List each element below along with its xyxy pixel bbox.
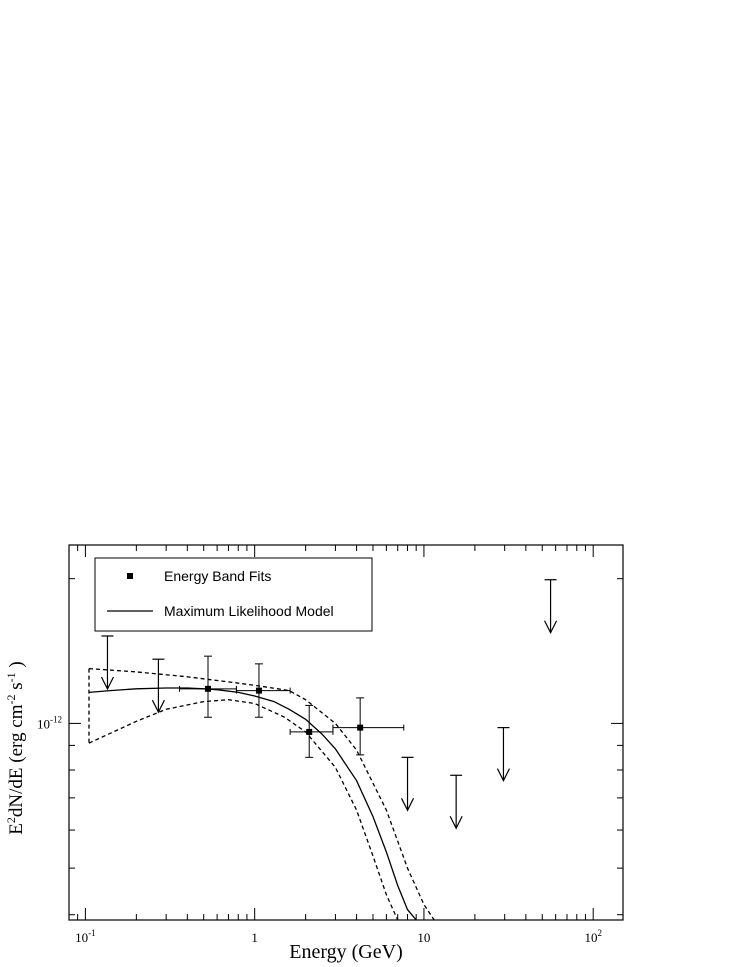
- y-axis-label: E2dN/dE (erg cm-2 s-1 ): [4, 661, 27, 834]
- x-tick-label: 102: [584, 928, 602, 945]
- upper-limit-arrow: [496, 727, 510, 782]
- legend: Energy Band Fits Maximum Likelihood Mode…: [94, 557, 373, 632]
- plot-frame: [68, 544, 624, 921]
- y-tick-label: 10-12: [37, 714, 62, 731]
- legend-label-band-fits: Energy Band Fits: [164, 568, 271, 584]
- x-tick-label: 10: [417, 930, 430, 945]
- upper-band-curve: [88, 667, 435, 921]
- upper-limit-arrowhead: [151, 699, 165, 714]
- x-tick-label: 1: [251, 930, 258, 945]
- upper-limit-arrow: [544, 579, 558, 635]
- upper-limit-arrow: [449, 774, 463, 830]
- upper-limit-arrowhead: [449, 816, 463, 830]
- maximum-likelihood-model-curve: [88, 687, 417, 921]
- band-fit-point: [235, 663, 291, 718]
- model-curves: [88, 667, 435, 921]
- upper-limit-arrowhead: [544, 620, 558, 635]
- band-fit-marker: [357, 724, 364, 731]
- upper-limit-arrow: [400, 756, 415, 812]
- legend-box: [94, 557, 373, 632]
- upper-limit-arrowhead: [400, 798, 415, 812]
- band-fit-marker: [255, 687, 262, 694]
- upper-limit-arrow: [100, 635, 115, 691]
- upper-limit-arrow: [151, 658, 165, 714]
- upper-limit-arrowhead: [100, 676, 115, 691]
- upper-limits: [100, 579, 558, 830]
- band-fit-point: [332, 697, 405, 756]
- band-fit-points: [179, 655, 405, 758]
- x-axis-label: Energy (GeV): [289, 941, 402, 963]
- lower-band-curve: [88, 699, 399, 921]
- band-fit-marker: [306, 728, 313, 735]
- legend-label-likelihood-model: Maximum Likelihood Model: [164, 603, 334, 619]
- axis-ticks: [68, 545, 623, 920]
- legend-square-marker: [127, 573, 133, 579]
- x-tick-label: 10-1: [75, 928, 96, 945]
- tick-labels: 10-1 1 10 102 10-12: [37, 714, 602, 945]
- band-fit-point: [179, 655, 237, 718]
- upper-limit-arrowhead: [496, 768, 510, 782]
- band-fit-marker: [204, 685, 211, 692]
